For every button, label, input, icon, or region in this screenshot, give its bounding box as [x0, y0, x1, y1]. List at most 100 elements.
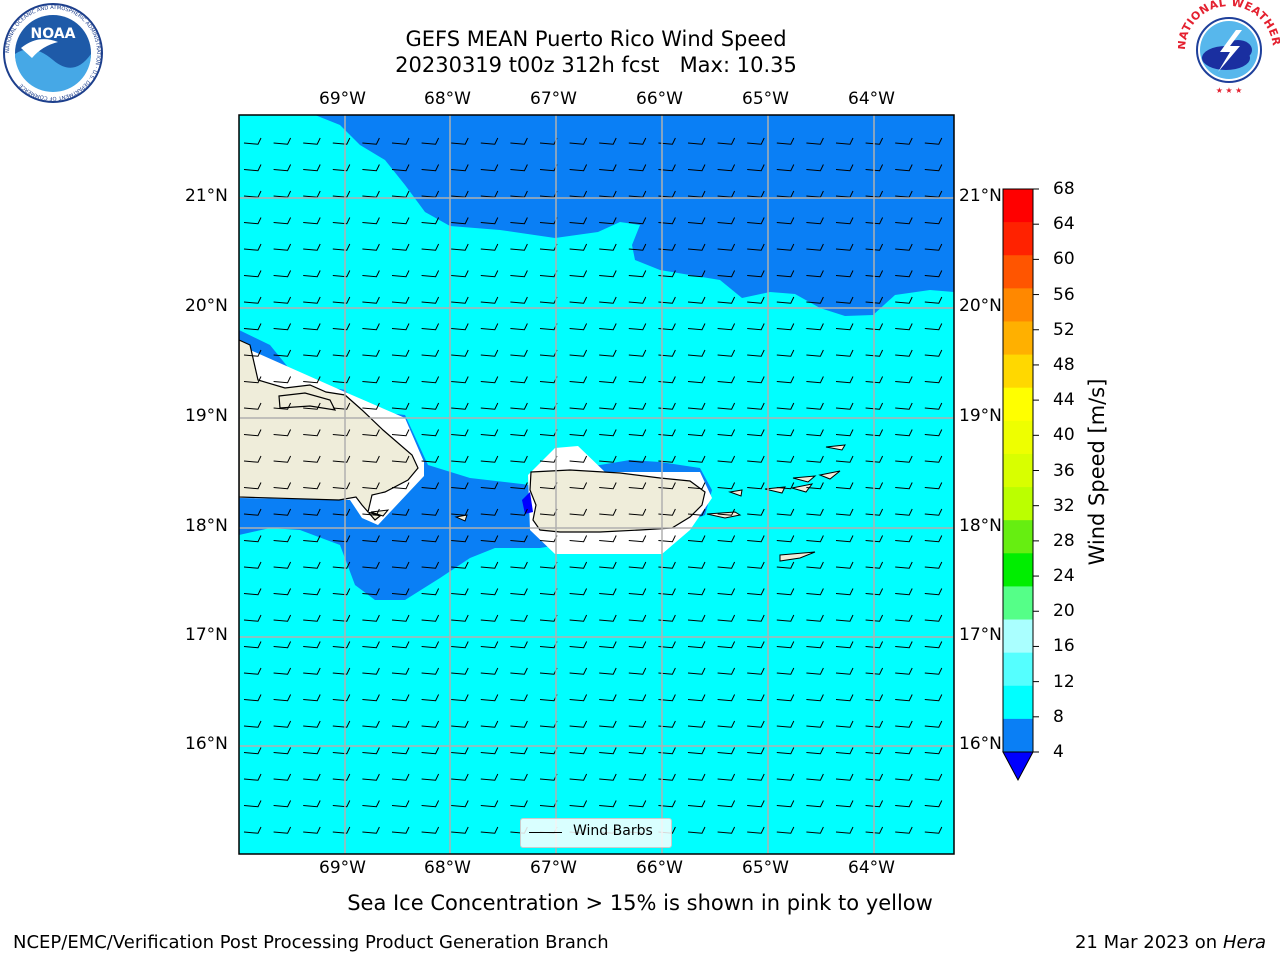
wind-barb [480, 826, 499, 834]
wind-barb [480, 164, 499, 172]
wind-barb [835, 243, 854, 251]
wind-barb [776, 535, 795, 543]
wind-barb [273, 376, 292, 384]
wind-barb [451, 641, 469, 649]
wind-barb [362, 217, 380, 225]
colorbar-label: Wind Speed [m/s] [1085, 378, 1109, 566]
wind-barb [776, 641, 795, 649]
wind-barb [747, 402, 765, 410]
wind-barb [747, 667, 765, 675]
wind-barb [599, 137, 617, 145]
wind-barb [687, 217, 706, 225]
wind-barb [510, 164, 528, 172]
wind-barb [421, 588, 440, 596]
wind-barb [599, 376, 617, 384]
wind-barb [451, 535, 469, 543]
wind-barb [362, 641, 380, 649]
wind-barb [391, 296, 410, 304]
wind-barb [599, 296, 617, 304]
wind-barb [480, 694, 499, 702]
wind-barb [599, 190, 617, 198]
wind-barb [391, 376, 410, 384]
wind-barb [273, 535, 292, 543]
wind-barb [865, 190, 884, 198]
wind-barb [303, 270, 321, 278]
wind-barb [510, 429, 528, 437]
wind-barb [628, 429, 647, 437]
wind-barb [924, 402, 943, 410]
wind-barb [510, 296, 528, 304]
wind-barb [332, 296, 351, 304]
lat-label: 17°N [959, 625, 1002, 645]
wind-barb [480, 482, 499, 490]
wind-barb [273, 217, 292, 225]
wind-barb [391, 773, 410, 781]
island-st-croix [779, 551, 816, 562]
footer-date-text: 21 Mar 2023 on [1074, 932, 1218, 953]
wind-barb [451, 482, 469, 490]
wind-barb [924, 800, 943, 808]
wind-barb [510, 349, 528, 357]
wind-barb [776, 243, 795, 251]
wind-barb [924, 429, 943, 437]
nws-logo: NATIONAL WEATHER SERVICE ★ ★ ★ [1178, 0, 1280, 97]
wind-barb [332, 826, 351, 834]
wind-barb [717, 720, 736, 728]
colorbar-segment [1003, 354, 1033, 389]
wind-barb [776, 614, 795, 622]
wind-barb [717, 694, 736, 702]
wind-barb [480, 455, 499, 463]
wind-barb [332, 217, 351, 225]
noaa-text: NOAA [31, 26, 76, 42]
wind-barb [687, 720, 706, 728]
wind-barb [362, 720, 380, 728]
wind-barb [391, 217, 410, 225]
wind-barb [332, 720, 351, 728]
colorbar-segment [1003, 288, 1033, 322]
wind-barb [362, 270, 380, 278]
wind-barb [451, 217, 469, 225]
wind-barb [421, 508, 440, 516]
wind-barb [895, 243, 913, 251]
wind-barb [865, 641, 884, 649]
wind-barb [421, 826, 440, 834]
wind-barb [599, 641, 617, 649]
wind-barb [332, 349, 351, 357]
wind-barb [243, 349, 262, 357]
wind-barb [835, 164, 854, 172]
wind-barb [243, 773, 262, 781]
wind-barb [599, 349, 617, 357]
colorbar-tick-label: 12 [1053, 671, 1075, 692]
wind-barb [895, 694, 913, 702]
wind-barb [747, 323, 765, 331]
wind-barb [895, 429, 913, 437]
wind-barb [717, 482, 736, 490]
title-line-2: 20230319 t00z 312h fcst Max: 10.35 [395, 53, 797, 77]
wind-barb [717, 349, 736, 357]
wind-barb [243, 561, 262, 569]
wind-barb [362, 455, 380, 463]
wind-barb [835, 508, 854, 516]
wind-barb [717, 588, 736, 596]
wind-barb [658, 455, 676, 463]
wind-barb [747, 217, 765, 225]
wind-barb [451, 349, 469, 357]
wind-barb [776, 455, 795, 463]
lon-label: 67°W [530, 858, 577, 878]
colorbar-segment [1003, 586, 1033, 620]
lat-label: 19°N [959, 406, 1002, 426]
wind-barb [599, 243, 617, 251]
wind-barb [510, 747, 528, 755]
wind-barb [954, 430, 971, 436]
wind-barb [687, 243, 706, 251]
wind-barb [865, 773, 884, 781]
wind-barb [599, 800, 617, 808]
wind-barb [717, 747, 736, 755]
wind-barb [954, 801, 971, 807]
wind-barb [362, 402, 380, 410]
wind-barb [806, 402, 824, 410]
wind-barb [747, 376, 765, 384]
wind-barb [717, 270, 736, 278]
wind-barb [776, 349, 795, 357]
wind-barb [895, 561, 913, 569]
